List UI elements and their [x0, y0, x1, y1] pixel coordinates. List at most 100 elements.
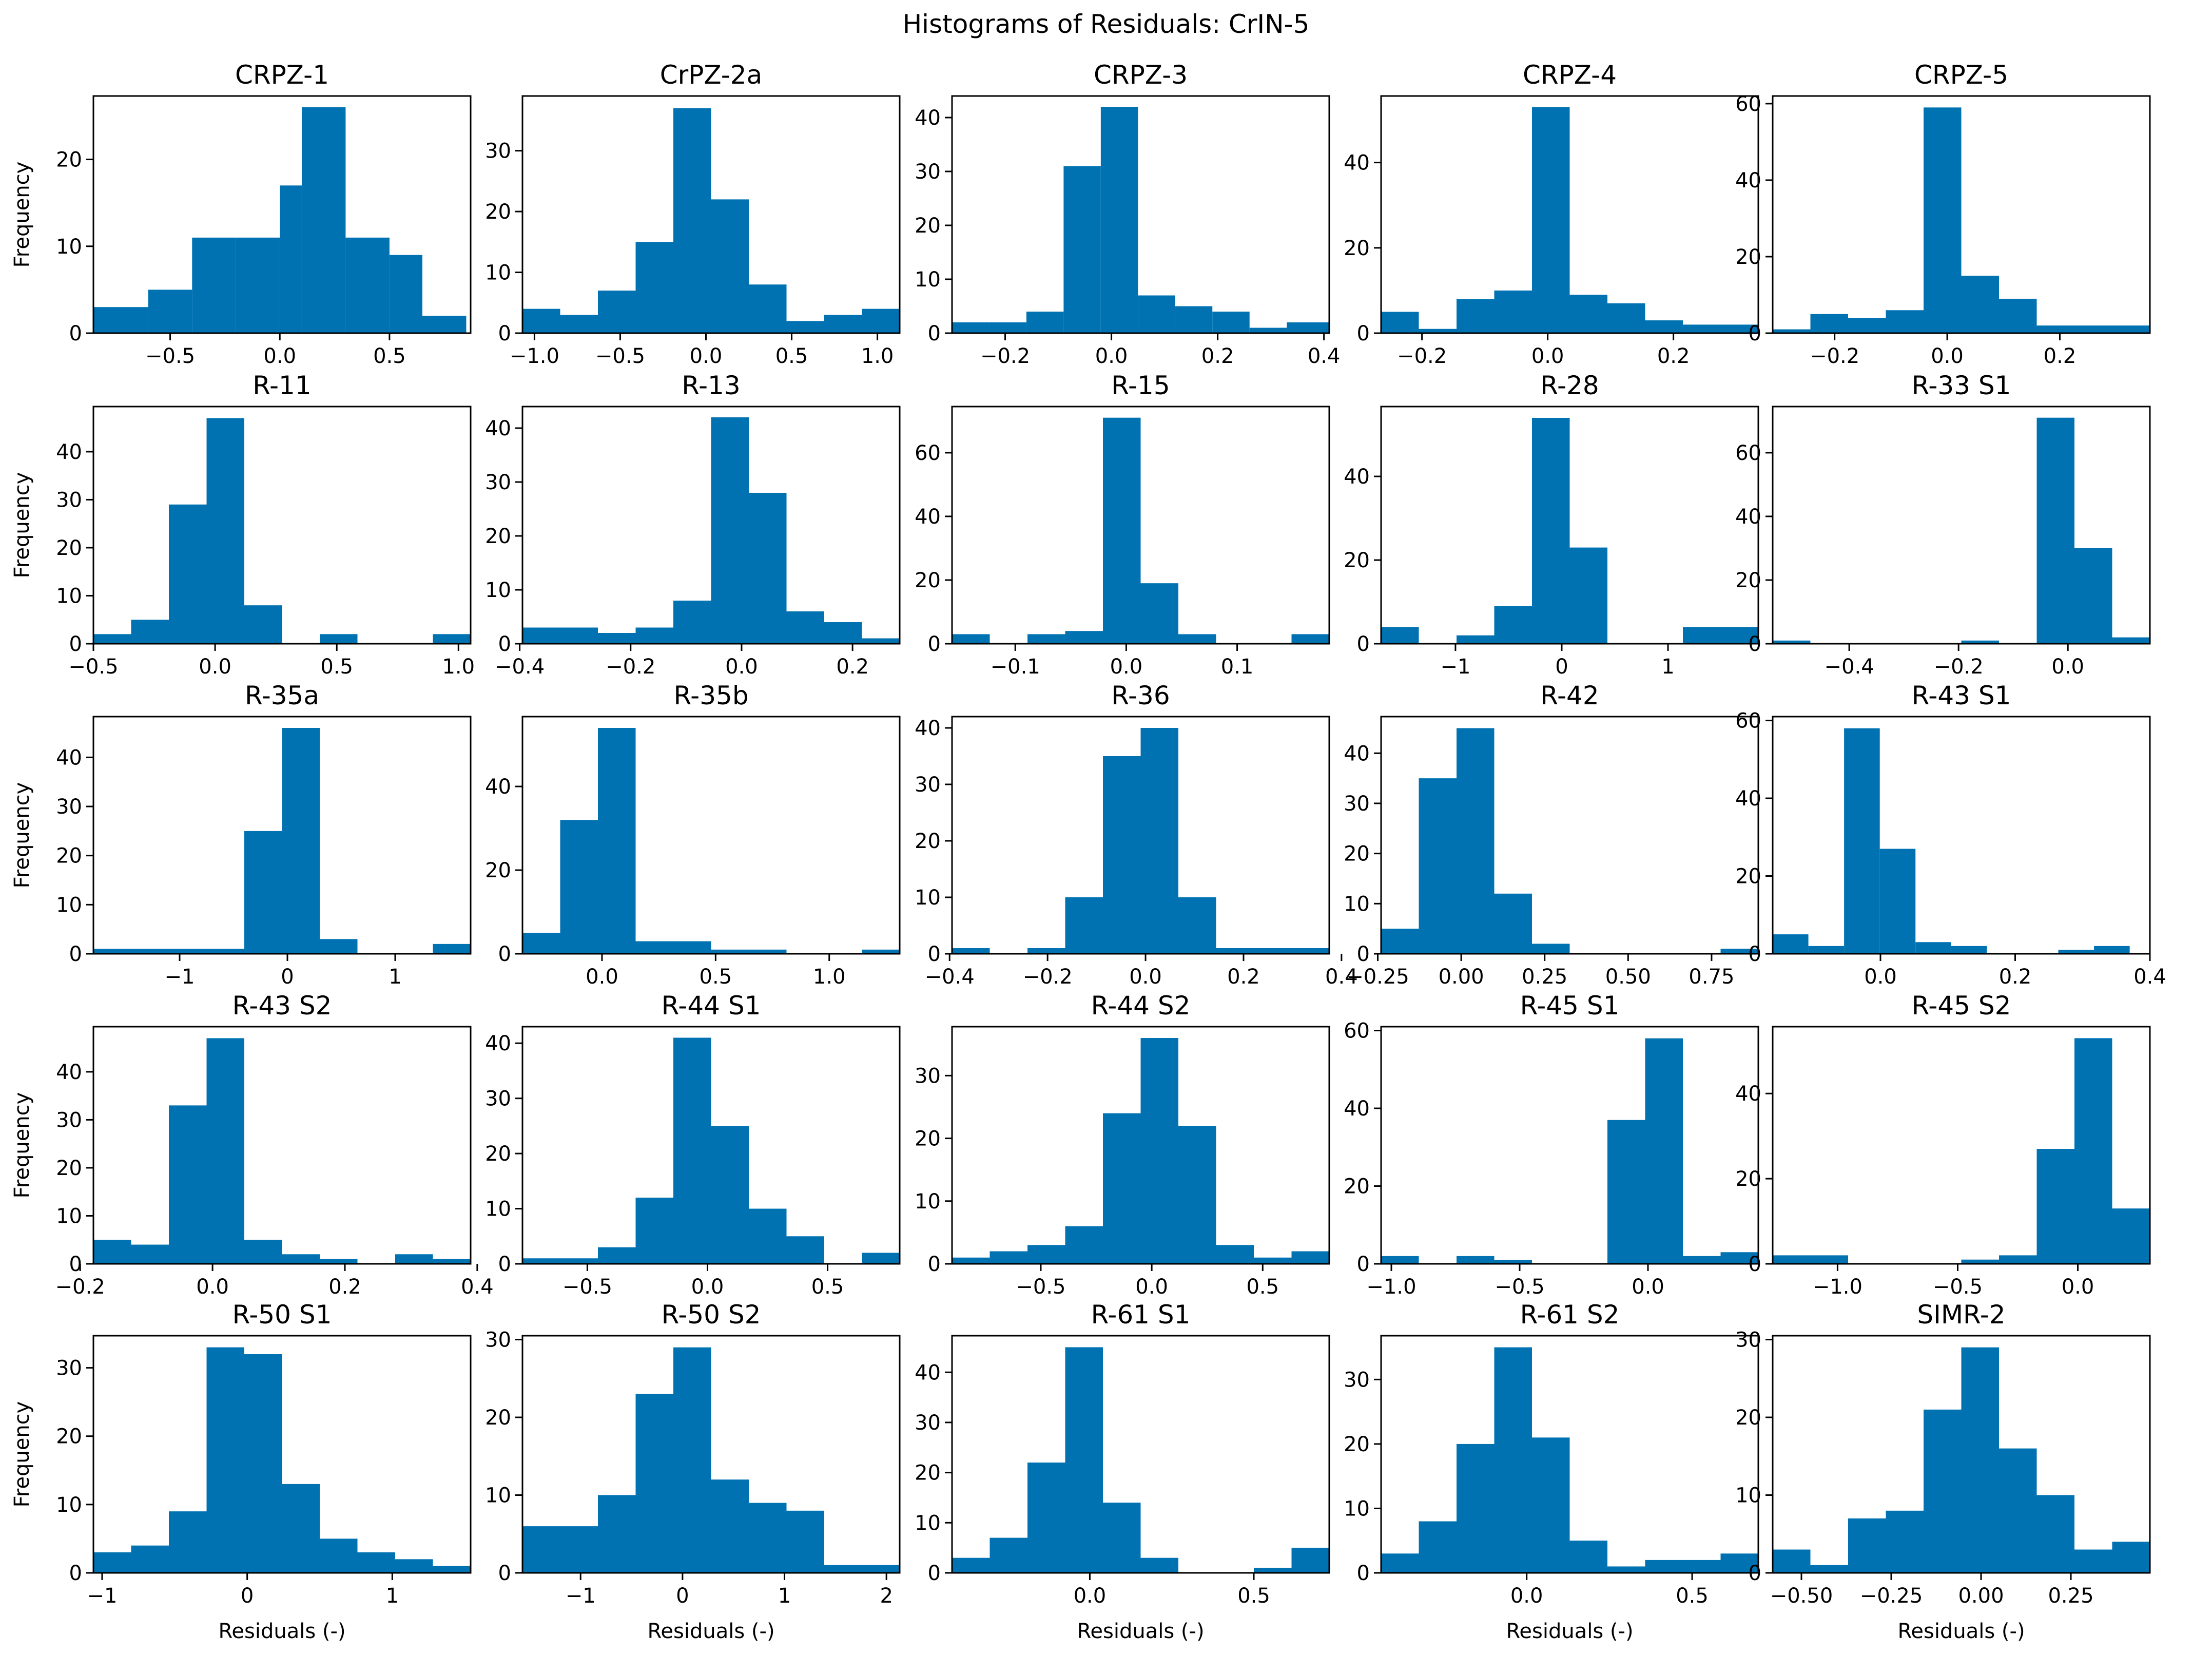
y-tick-label: 40	[915, 106, 941, 130]
panel-title: CRPZ-1	[235, 60, 329, 90]
x-axis-label: Residuals (-)	[1077, 1620, 1204, 1643]
histogram-bar	[131, 1545, 169, 1573]
y-tick-label: 30	[485, 471, 511, 494]
panel-title: R-44 S1	[662, 991, 761, 1021]
panel-title: R-15	[1111, 371, 1170, 400]
histogram-bar	[1720, 324, 1758, 333]
histogram-bar	[560, 820, 598, 954]
histogram-bar	[1178, 897, 1216, 954]
x-tick-label: 0.5	[1246, 1275, 1279, 1299]
y-tick-label: 0	[498, 1253, 511, 1276]
y-tick-label: 0	[498, 322, 511, 345]
y-axis-label: Frequency	[10, 472, 34, 579]
histogram-bar	[1140, 728, 1178, 954]
x-tick-label: −0.5	[1016, 1275, 1065, 1299]
x-tick-label: 0.50	[1605, 965, 1651, 989]
histogram-bar	[989, 322, 1026, 333]
histogram-bar	[1140, 583, 1178, 644]
y-tick-label: 20	[485, 1406, 511, 1430]
y-tick-label: 10	[485, 1484, 511, 1508]
histogram-bar	[1961, 640, 1999, 644]
x-tick-label: 0.0	[725, 655, 758, 679]
histogram-bar	[1999, 298, 2037, 333]
y-tick-label: 20	[56, 1157, 82, 1180]
histogram-bar	[1810, 314, 1848, 333]
x-tick-label: −0.5	[68, 655, 118, 679]
histogram-bar	[1216, 948, 1254, 954]
histogram-bar	[1419, 778, 1457, 954]
histogram-bar	[1773, 329, 1811, 333]
y-tick-label: 10	[915, 1511, 941, 1535]
y-tick-label: 20	[1735, 1406, 1761, 1430]
histogram-bar	[824, 622, 862, 644]
histogram-bar	[952, 948, 990, 954]
histogram-bar	[2058, 950, 2094, 954]
x-tick-label: 0.2	[2044, 344, 2077, 368]
histogram-bar	[2112, 1542, 2150, 1573]
histogram-bar	[522, 1526, 560, 1573]
y-tick-label: 10	[485, 261, 511, 285]
histogram-bar	[560, 1258, 598, 1264]
histogram-bar	[1216, 1245, 1254, 1264]
histogram-bar	[1381, 312, 1419, 333]
x-tick-label: 1.0	[813, 965, 846, 989]
histogram-bar	[1844, 728, 1880, 954]
histogram-bar	[1886, 310, 1924, 333]
y-tick-label: 10	[56, 893, 82, 917]
y-tick-label: 60	[1344, 1019, 1370, 1043]
panel-title: R-35a	[245, 681, 319, 710]
x-tick-label: 0.0	[1074, 1584, 1107, 1608]
histogram-bar	[93, 634, 131, 644]
histogram-bar	[206, 949, 244, 954]
panel-title: R-33 S1	[1912, 371, 2011, 400]
histogram-bar	[1381, 1256, 1419, 1264]
x-tick-label: 0.5	[1237, 1584, 1270, 1608]
histogram-bar	[1178, 1126, 1216, 1264]
histogram-bar	[862, 1565, 900, 1573]
x-tick-label: 0.5	[320, 655, 353, 679]
y-tick-label: 0	[1357, 322, 1370, 345]
y-tick-label: 30	[915, 160, 941, 184]
histogram-bar	[1961, 1347, 1999, 1573]
y-tick-label: 0	[928, 632, 941, 656]
histogram-bar	[598, 633, 636, 644]
histogram-bar	[2036, 325, 2074, 333]
histogram-bar	[131, 620, 169, 644]
histogram-bar	[1683, 324, 1721, 333]
histogram-bar	[169, 949, 207, 954]
histogram-bar	[598, 291, 636, 333]
x-tick-label: 0.0	[1095, 344, 1128, 368]
y-tick-label: 20	[485, 1142, 511, 1166]
histogram-bar	[244, 831, 282, 954]
histogram-bar	[1569, 1541, 1607, 1573]
histogram-bar	[560, 315, 598, 333]
x-tick-label: −1	[87, 1584, 117, 1608]
histogram-bar	[131, 1244, 169, 1264]
y-tick-label: 0	[498, 1562, 511, 1585]
histogram-bar	[357, 1552, 395, 1573]
axes-frame	[92, 95, 472, 334]
histogram-bar	[711, 1479, 749, 1573]
histogram-bar	[952, 634, 990, 644]
y-tick-label: 40	[56, 1061, 82, 1084]
histogram-bar	[635, 1394, 673, 1573]
histogram-bar	[433, 634, 471, 644]
axes-frame	[92, 716, 472, 955]
histogram-bar	[1848, 1518, 1886, 1573]
y-axis-label: Frequency	[10, 162, 34, 268]
x-tick-label: 0.4	[461, 1275, 494, 1299]
y-tick-label: 20	[1735, 865, 1761, 889]
y-tick-label: 0	[498, 632, 511, 656]
panel-title: R-13	[682, 371, 740, 400]
y-tick-label: 0	[1357, 1562, 1370, 1585]
x-tick-label: 0.0	[1632, 1275, 1664, 1299]
y-tick-label: 40	[915, 1361, 941, 1384]
x-tick-label: −1	[1440, 655, 1470, 679]
histogram-bar	[952, 1557, 990, 1573]
histogram-bar	[1773, 934, 1809, 954]
histogram-bar	[244, 1354, 282, 1573]
panel-title: R-36	[1111, 681, 1170, 710]
histogram-bar	[1026, 312, 1064, 333]
y-tick-label: 20	[56, 1425, 82, 1449]
y-tick-label: 30	[1344, 792, 1370, 816]
